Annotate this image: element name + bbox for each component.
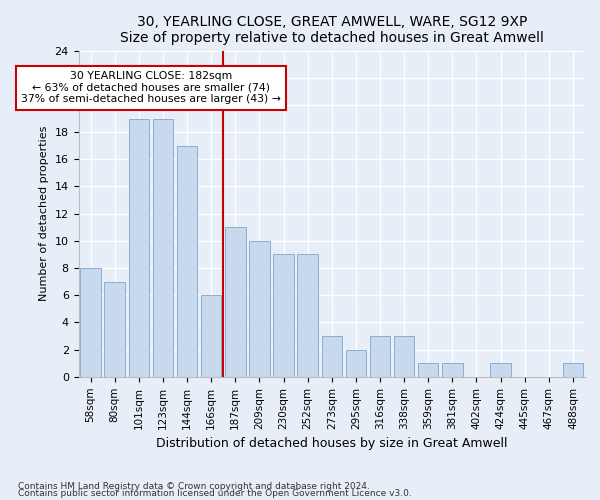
Bar: [273, 254, 294, 377]
Text: Contains HM Land Registry data © Crown copyright and database right 2024.: Contains HM Land Registry data © Crown c…: [18, 482, 370, 491]
Bar: [225, 228, 245, 377]
Bar: [370, 336, 390, 377]
Text: Contains public sector information licensed under the Open Government Licence v3: Contains public sector information licen…: [18, 490, 412, 498]
Bar: [418, 363, 439, 377]
Bar: [298, 254, 318, 377]
Y-axis label: Number of detached properties: Number of detached properties: [39, 126, 49, 302]
Bar: [490, 363, 511, 377]
Bar: [563, 363, 583, 377]
Bar: [128, 118, 149, 377]
Bar: [249, 241, 269, 377]
Bar: [201, 295, 221, 377]
Bar: [322, 336, 342, 377]
Title: 30, YEARLING CLOSE, GREAT AMWELL, WARE, SG12 9XP
Size of property relative to de: 30, YEARLING CLOSE, GREAT AMWELL, WARE, …: [120, 15, 544, 45]
Bar: [177, 146, 197, 377]
Bar: [346, 350, 366, 377]
Bar: [152, 118, 173, 377]
Bar: [394, 336, 415, 377]
Text: 30 YEARLING CLOSE: 182sqm
← 63% of detached houses are smaller (74)
37% of semi-: 30 YEARLING CLOSE: 182sqm ← 63% of detac…: [21, 71, 281, 104]
Bar: [104, 282, 125, 377]
X-axis label: Distribution of detached houses by size in Great Amwell: Distribution of detached houses by size …: [156, 437, 508, 450]
Bar: [80, 268, 101, 377]
Bar: [442, 363, 463, 377]
